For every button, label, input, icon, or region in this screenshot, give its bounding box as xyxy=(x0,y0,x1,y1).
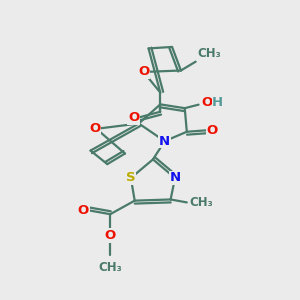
Text: O: O xyxy=(128,111,140,124)
Text: S: S xyxy=(126,172,136,184)
Text: O: O xyxy=(89,122,100,135)
Text: O: O xyxy=(105,229,116,242)
Text: N: N xyxy=(169,172,181,184)
Text: O: O xyxy=(206,124,218,137)
Text: N: N xyxy=(159,135,170,148)
Text: CH₃: CH₃ xyxy=(197,47,221,60)
Text: O: O xyxy=(201,96,212,109)
Text: CH₃: CH₃ xyxy=(190,196,214,209)
Text: O: O xyxy=(138,65,149,79)
Text: H: H xyxy=(212,96,223,109)
Text: O: O xyxy=(78,204,89,217)
Text: CH₃: CH₃ xyxy=(98,261,122,274)
